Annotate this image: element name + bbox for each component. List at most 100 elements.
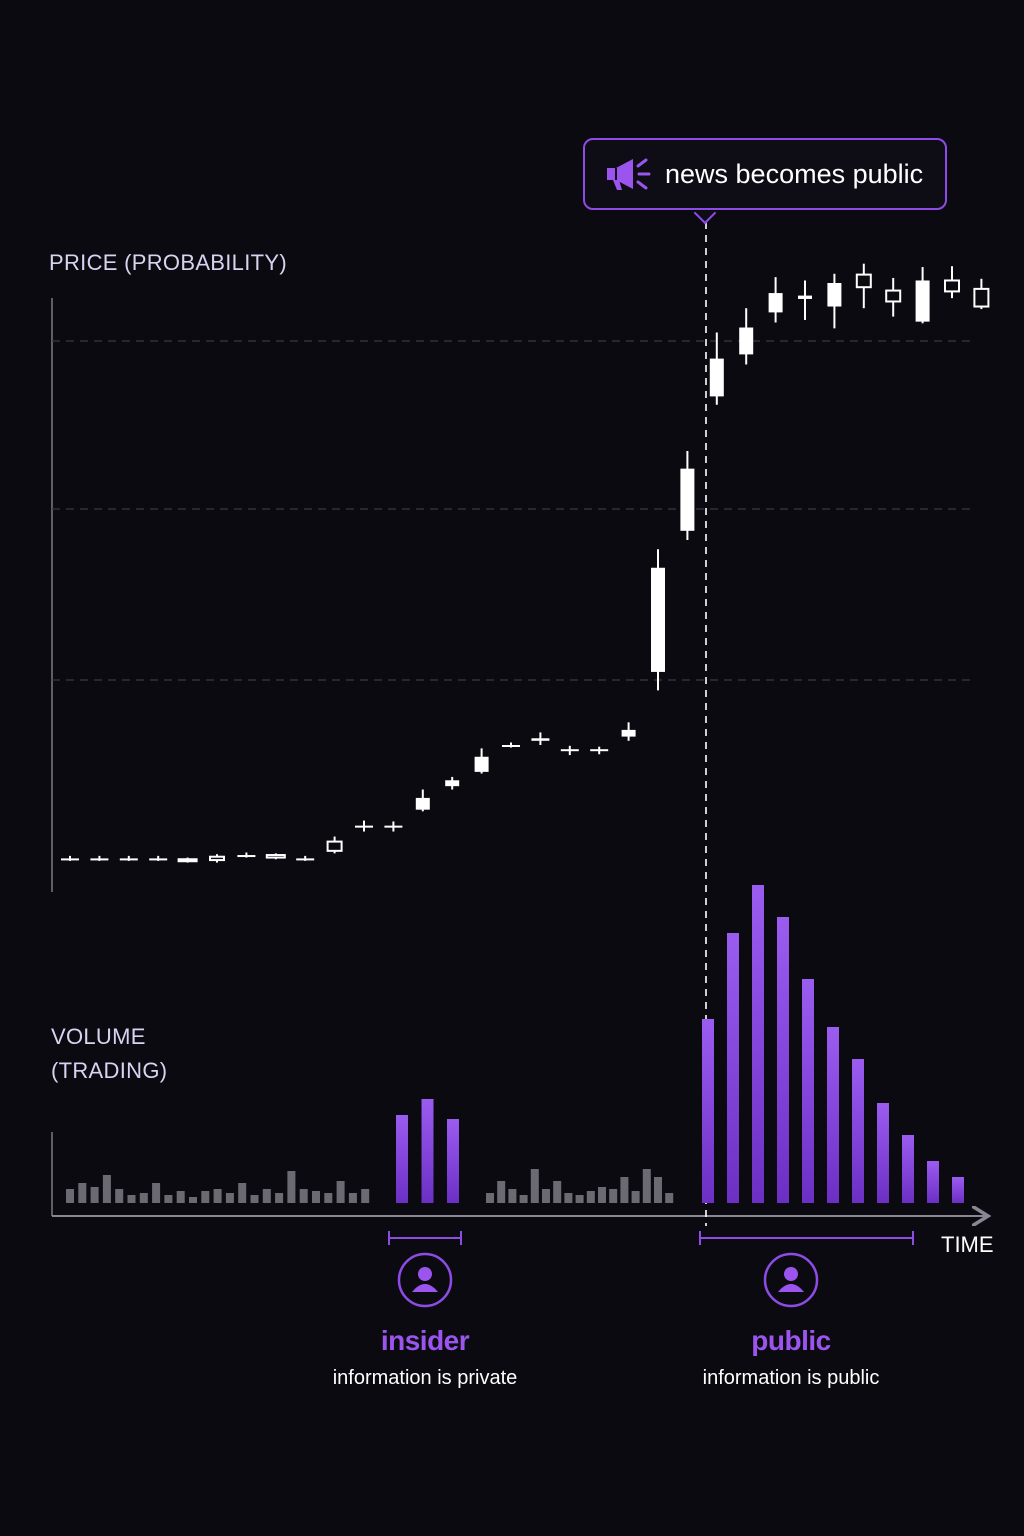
volume-bar	[275, 1193, 284, 1203]
volume-bar-public	[877, 1103, 889, 1203]
volume-bar	[361, 1189, 370, 1203]
volume-bar	[90, 1187, 99, 1203]
time-axis-label: TIME	[941, 1232, 994, 1257]
volume-axis-label-line: VOLUME	[51, 1024, 146, 1049]
volume-bar	[620, 1177, 629, 1203]
candle	[973, 278, 990, 310]
candle-body	[915, 280, 930, 322]
candle-body	[885, 289, 902, 303]
candle-body	[531, 738, 550, 741]
candle-body	[709, 358, 724, 397]
candle-body	[296, 858, 315, 861]
candle-body	[944, 279, 960, 293]
news-callout-label: news becomes public	[665, 158, 924, 189]
volume-bar	[102, 1175, 111, 1203]
volume-bar-public	[827, 1027, 839, 1203]
candle	[415, 789, 430, 812]
candle-body	[739, 327, 754, 355]
candle	[119, 855, 138, 861]
volume-bar	[164, 1195, 173, 1203]
volume-bar	[553, 1181, 562, 1203]
volume-bar-insider	[396, 1115, 408, 1203]
volume-bar	[586, 1191, 595, 1203]
candle	[709, 332, 724, 405]
volume-bar	[189, 1197, 197, 1203]
volume-bar	[631, 1191, 640, 1203]
volume-bar	[508, 1189, 517, 1203]
candle	[680, 451, 695, 541]
volume-bar-public	[777, 917, 789, 1203]
volume-bar	[564, 1193, 573, 1203]
volume-bar	[324, 1193, 333, 1203]
candle	[590, 746, 609, 755]
candle-body	[119, 858, 138, 861]
candle	[384, 821, 403, 832]
insider-title: insider	[380, 1325, 470, 1356]
candle-body	[265, 854, 286, 859]
volume-bar	[299, 1189, 308, 1203]
candle-body	[621, 729, 636, 737]
volume-bar	[201, 1191, 210, 1203]
candle-body	[415, 797, 430, 810]
candle	[296, 855, 315, 861]
megaphone-icon	[607, 158, 651, 190]
volume-bar	[609, 1189, 618, 1203]
news-callout: news becomes public	[583, 138, 947, 210]
volume-bar	[530, 1169, 539, 1203]
public-phase: public information is public	[661, 1252, 921, 1390]
candle	[237, 852, 256, 858]
candle-body	[798, 295, 812, 299]
candle	[502, 742, 520, 748]
volume-bar	[497, 1181, 506, 1203]
candle	[798, 280, 812, 320]
candle-body	[355, 825, 373, 828]
volume-bar-public	[802, 979, 814, 1203]
insider-phase: insider information is private	[295, 1252, 555, 1390]
candle-body	[651, 567, 665, 672]
candle	[355, 820, 373, 832]
insider-description: information is private	[332, 1367, 518, 1389]
volume-bar	[213, 1189, 222, 1203]
insider-bracket	[388, 1231, 462, 1245]
candle	[326, 836, 343, 854]
volume-bar	[78, 1183, 87, 1203]
volume-bar	[262, 1189, 271, 1203]
candle-body	[502, 745, 520, 747]
volume-bar	[348, 1193, 357, 1203]
candle	[61, 855, 79, 861]
candle-body	[90, 858, 109, 861]
volume-bar	[176, 1191, 185, 1203]
candle	[621, 722, 636, 741]
volume-axis-label: VOLUME (TRADING)	[51, 1020, 167, 1088]
volume-bar	[336, 1181, 345, 1203]
candle-body	[973, 287, 990, 308]
candle-body	[474, 756, 489, 772]
person-icon	[397, 1252, 453, 1308]
volume-bar-public	[902, 1135, 914, 1203]
candle	[149, 855, 168, 861]
candle-body	[61, 858, 79, 861]
public-description: information is public	[702, 1367, 880, 1389]
volume-bar	[642, 1169, 651, 1203]
volume-bar	[115, 1189, 124, 1203]
candle-body	[384, 825, 403, 828]
volume-bar-public	[727, 933, 739, 1203]
volume-bar	[152, 1183, 161, 1203]
candle	[90, 855, 109, 861]
volume-bar	[66, 1189, 74, 1203]
volume-bar	[250, 1195, 259, 1203]
candle	[177, 857, 198, 863]
candle	[885, 277, 902, 317]
volume-bar	[287, 1171, 296, 1203]
candle-body	[149, 858, 168, 861]
candle	[474, 748, 489, 774]
candle-body	[326, 840, 343, 852]
volume-bar	[312, 1191, 320, 1203]
candle-body	[827, 283, 842, 307]
candle-body	[209, 855, 225, 862]
person-icon	[763, 1252, 819, 1308]
volume-bar	[127, 1195, 136, 1203]
candle-body	[177, 858, 198, 863]
volume-bar	[575, 1195, 584, 1203]
